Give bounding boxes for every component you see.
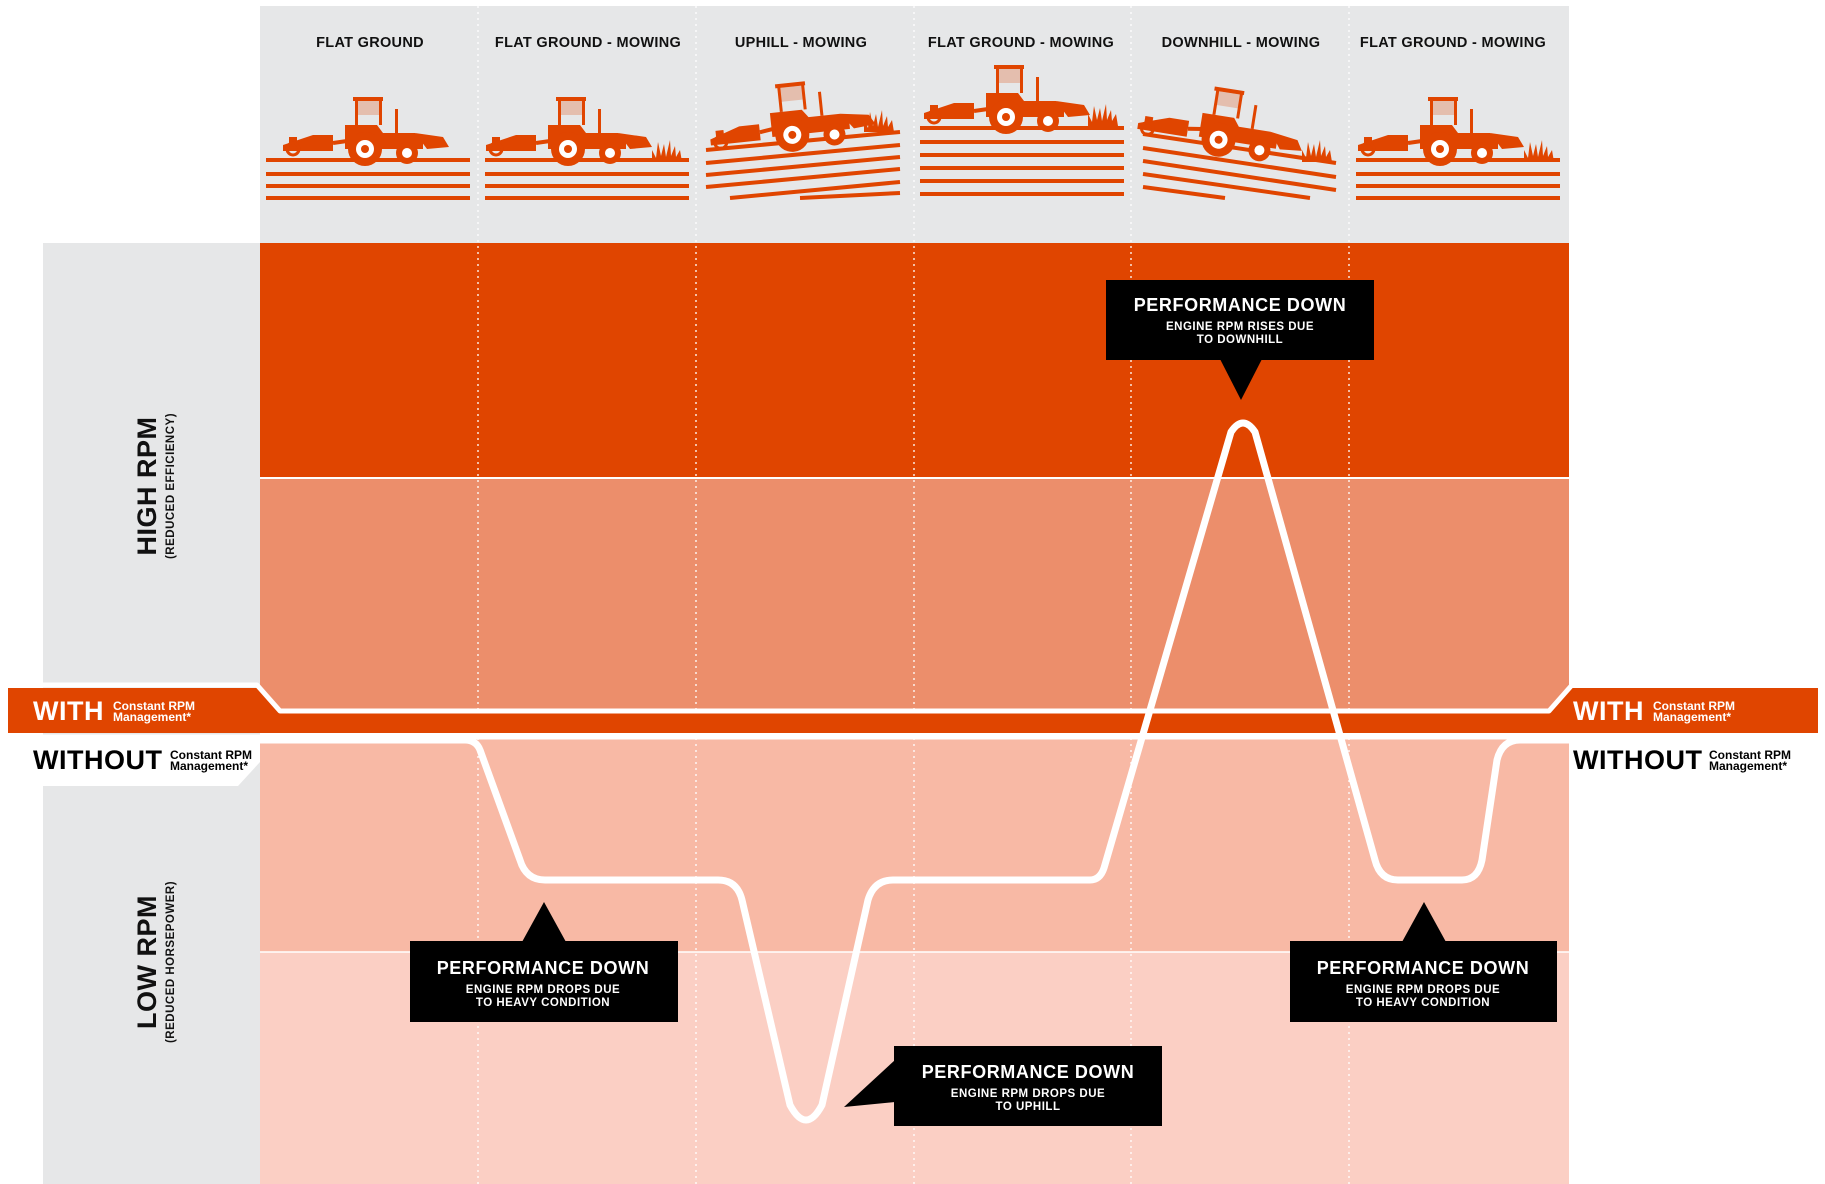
column-header-4: FLAT GROUND - MOWING [928, 35, 1114, 51]
high-rpm-subtitle: (REDUCED EFFICIENCY) [165, 413, 177, 559]
without-band-right [1569, 737, 1825, 786]
flat-ground-icon [266, 158, 470, 200]
column-headers: FLAT GROUND FLAT GROUND - MOWING UPHILL … [316, 35, 1546, 51]
with-label-line1: Constant RPM [113, 699, 195, 713]
without-band-left [0, 737, 260, 786]
column-header-2: FLAT GROUND - MOWING [495, 35, 681, 51]
without-label-line2: Management* [1709, 759, 1787, 773]
callout-line2: TO HEAVY CONDITION [1356, 997, 1490, 1009]
callout-heavy-condition-1: PERFORMANCE DOWN ENGINE RPM DROPS DUE TO… [410, 902, 678, 1022]
column-header-5: DOWNHILL - MOWING [1162, 35, 1321, 51]
downhill-ground-icon [1142, 132, 1337, 200]
callout-title: PERFORMANCE DOWN [437, 958, 650, 978]
without-label-line1: Constant RPM [170, 748, 252, 762]
without-label-line1: Constant RPM [1709, 748, 1791, 762]
with-label-main: WITH [1573, 696, 1644, 726]
column-separators [477, 6, 1350, 1184]
callout-line2: TO UPHILL [996, 1101, 1061, 1113]
low-rpm-subtitle: (REDUCED HORSEPOWER) [165, 881, 177, 1043]
callout-line2: TO DOWNHILL [1197, 334, 1283, 346]
without-label-main: WITHOUT [33, 745, 162, 775]
flat-ground-icon [920, 126, 1124, 196]
header-band [260, 6, 1569, 243]
with-label-right: WITH Constant RPM Management* [1573, 696, 1735, 726]
column-header-1: FLAT GROUND [316, 35, 424, 51]
callout-uphill: PERFORMANCE DOWN ENGINE RPM DROPS DUE TO… [844, 1046, 1162, 1126]
high-rpm-axis-label: HIGH RPM (REDUCED EFFICIENCY) [132, 413, 177, 559]
terrain-illustrations [266, 63, 1560, 200]
low-rpm-axis-label: LOW RPM (REDUCED HORSEPOWER) [132, 881, 177, 1043]
without-label-main: WITHOUT [1573, 745, 1702, 775]
callout-line1: ENGINE RPM RISES DUE [1166, 321, 1314, 333]
with-label-line2: Management* [113, 710, 191, 724]
without-label-left: WITHOUT Constant RPM Management* [33, 745, 252, 775]
callout-title: PERFORMANCE DOWN [922, 1062, 1135, 1082]
without-label-line2: Management* [170, 759, 248, 773]
callout-line1: ENGINE RPM DROPS DUE [951, 1088, 1105, 1100]
column-header-6: FLAT GROUND - MOWING [1360, 35, 1546, 51]
column-header-3: UPHILL - MOWING [735, 35, 867, 51]
callout-heavy-condition-2: PERFORMANCE DOWN ENGINE RPM DROPS DUE TO… [1290, 902, 1557, 1022]
callout-line1: ENGINE RPM DROPS DUE [1346, 984, 1500, 996]
callout-title: PERFORMANCE DOWN [1317, 958, 1530, 978]
without-label-right: WITHOUT Constant RPM Management* [1573, 745, 1791, 775]
callout-line2: TO HEAVY CONDITION [476, 997, 610, 1009]
with-label-main: WITH [33, 696, 104, 726]
callout-title: PERFORMANCE DOWN [1134, 295, 1347, 315]
callout-line1: ENGINE RPM DROPS DUE [466, 984, 620, 996]
with-label-line2: Management* [1653, 710, 1731, 724]
with-label-line1: Constant RPM [1653, 699, 1735, 713]
high-rpm-title: HIGH RPM [132, 417, 162, 556]
with-label-left: WITH Constant RPM Management* [33, 696, 195, 726]
with-rpm-line [8, 682, 1818, 714]
without-rpm-line [4, 419, 1822, 1124]
callout-downhill: PERFORMANCE DOWN ENGINE RPM RISES DUE TO… [1106, 280, 1374, 400]
low-rpm-title: LOW RPM [132, 895, 162, 1029]
